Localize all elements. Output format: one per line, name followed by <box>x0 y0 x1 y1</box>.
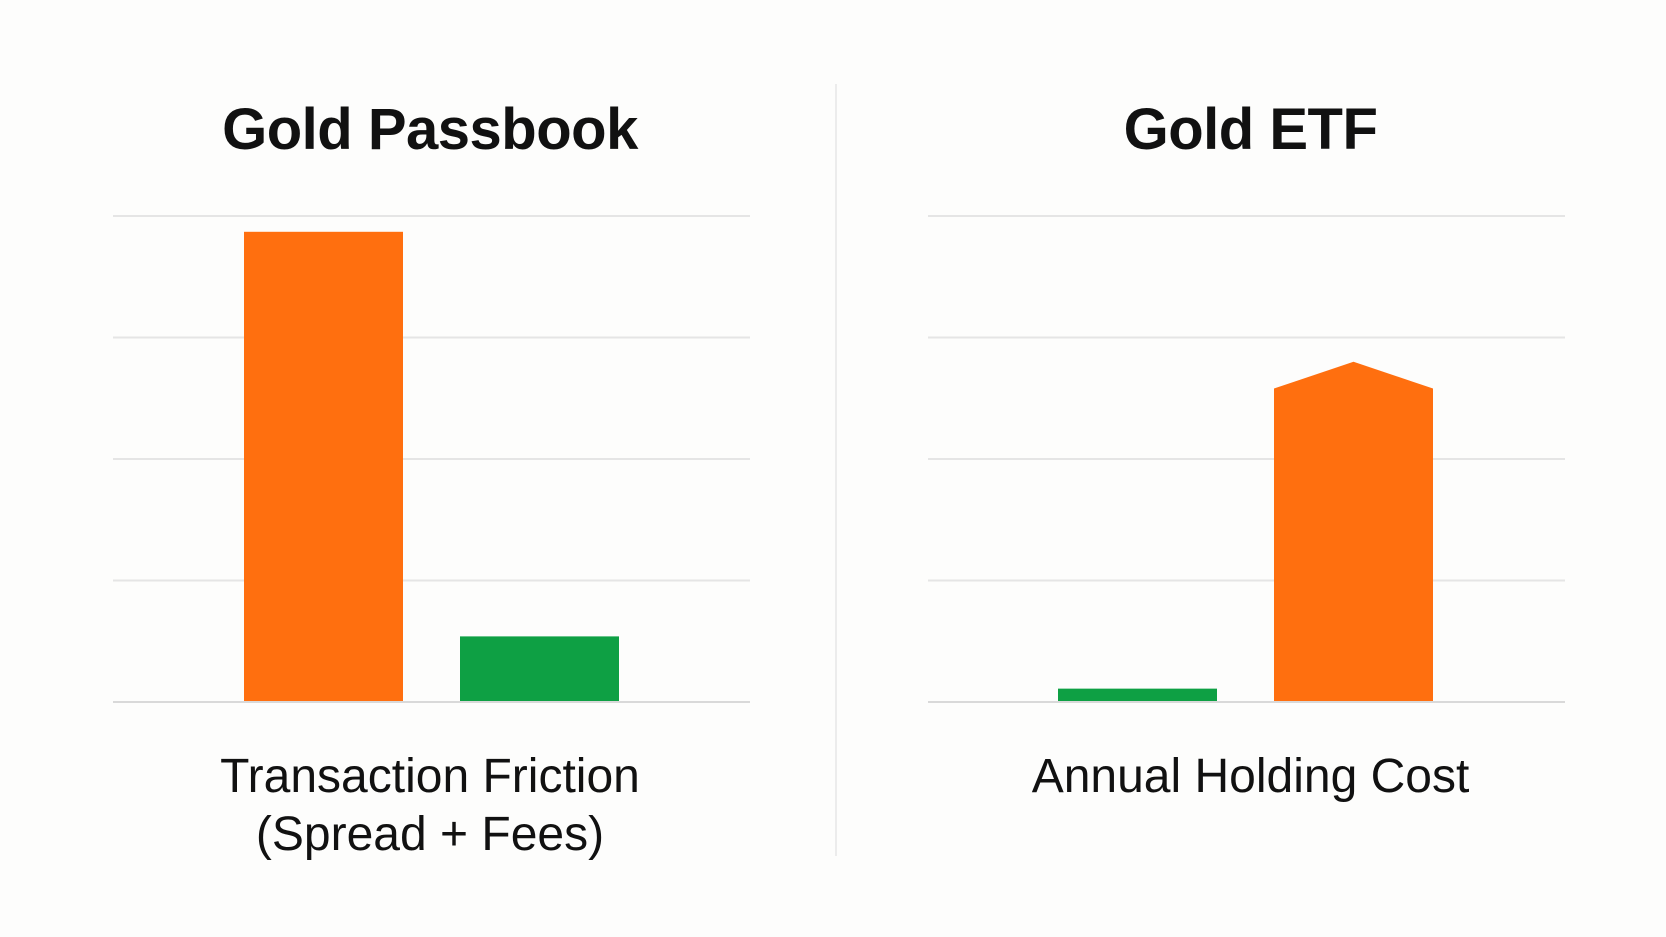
bar <box>1058 688 1217 702</box>
chart-panel-gold-etf: Gold ETF Annual Holding Cost <box>833 0 1666 937</box>
bar-chart-svg <box>928 215 1565 703</box>
chart-panel-gold-passbook: Gold Passbook Transaction Friction (Spre… <box>0 97 833 861</box>
chart-title: Gold Passbook <box>222 97 638 162</box>
bar <box>460 636 619 702</box>
panel-divider <box>835 84 837 856</box>
plot-area <box>0 200 833 720</box>
bar-chart-svg <box>113 215 750 703</box>
x-axis-label: Transaction Friction (Spread + Fees) <box>10 748 850 864</box>
plot-area <box>833 200 1666 720</box>
x-axis-label-line-2: (Spread + Fees) <box>255 808 605 861</box>
bar <box>244 231 403 703</box>
bar <box>1274 361 1433 702</box>
x-axis-label: Annual Holding Cost <box>1031 750 1470 803</box>
x-axis-label-line-1: Transaction Friction <box>220 750 640 803</box>
chart-title: Gold ETF <box>1123 97 1378 162</box>
